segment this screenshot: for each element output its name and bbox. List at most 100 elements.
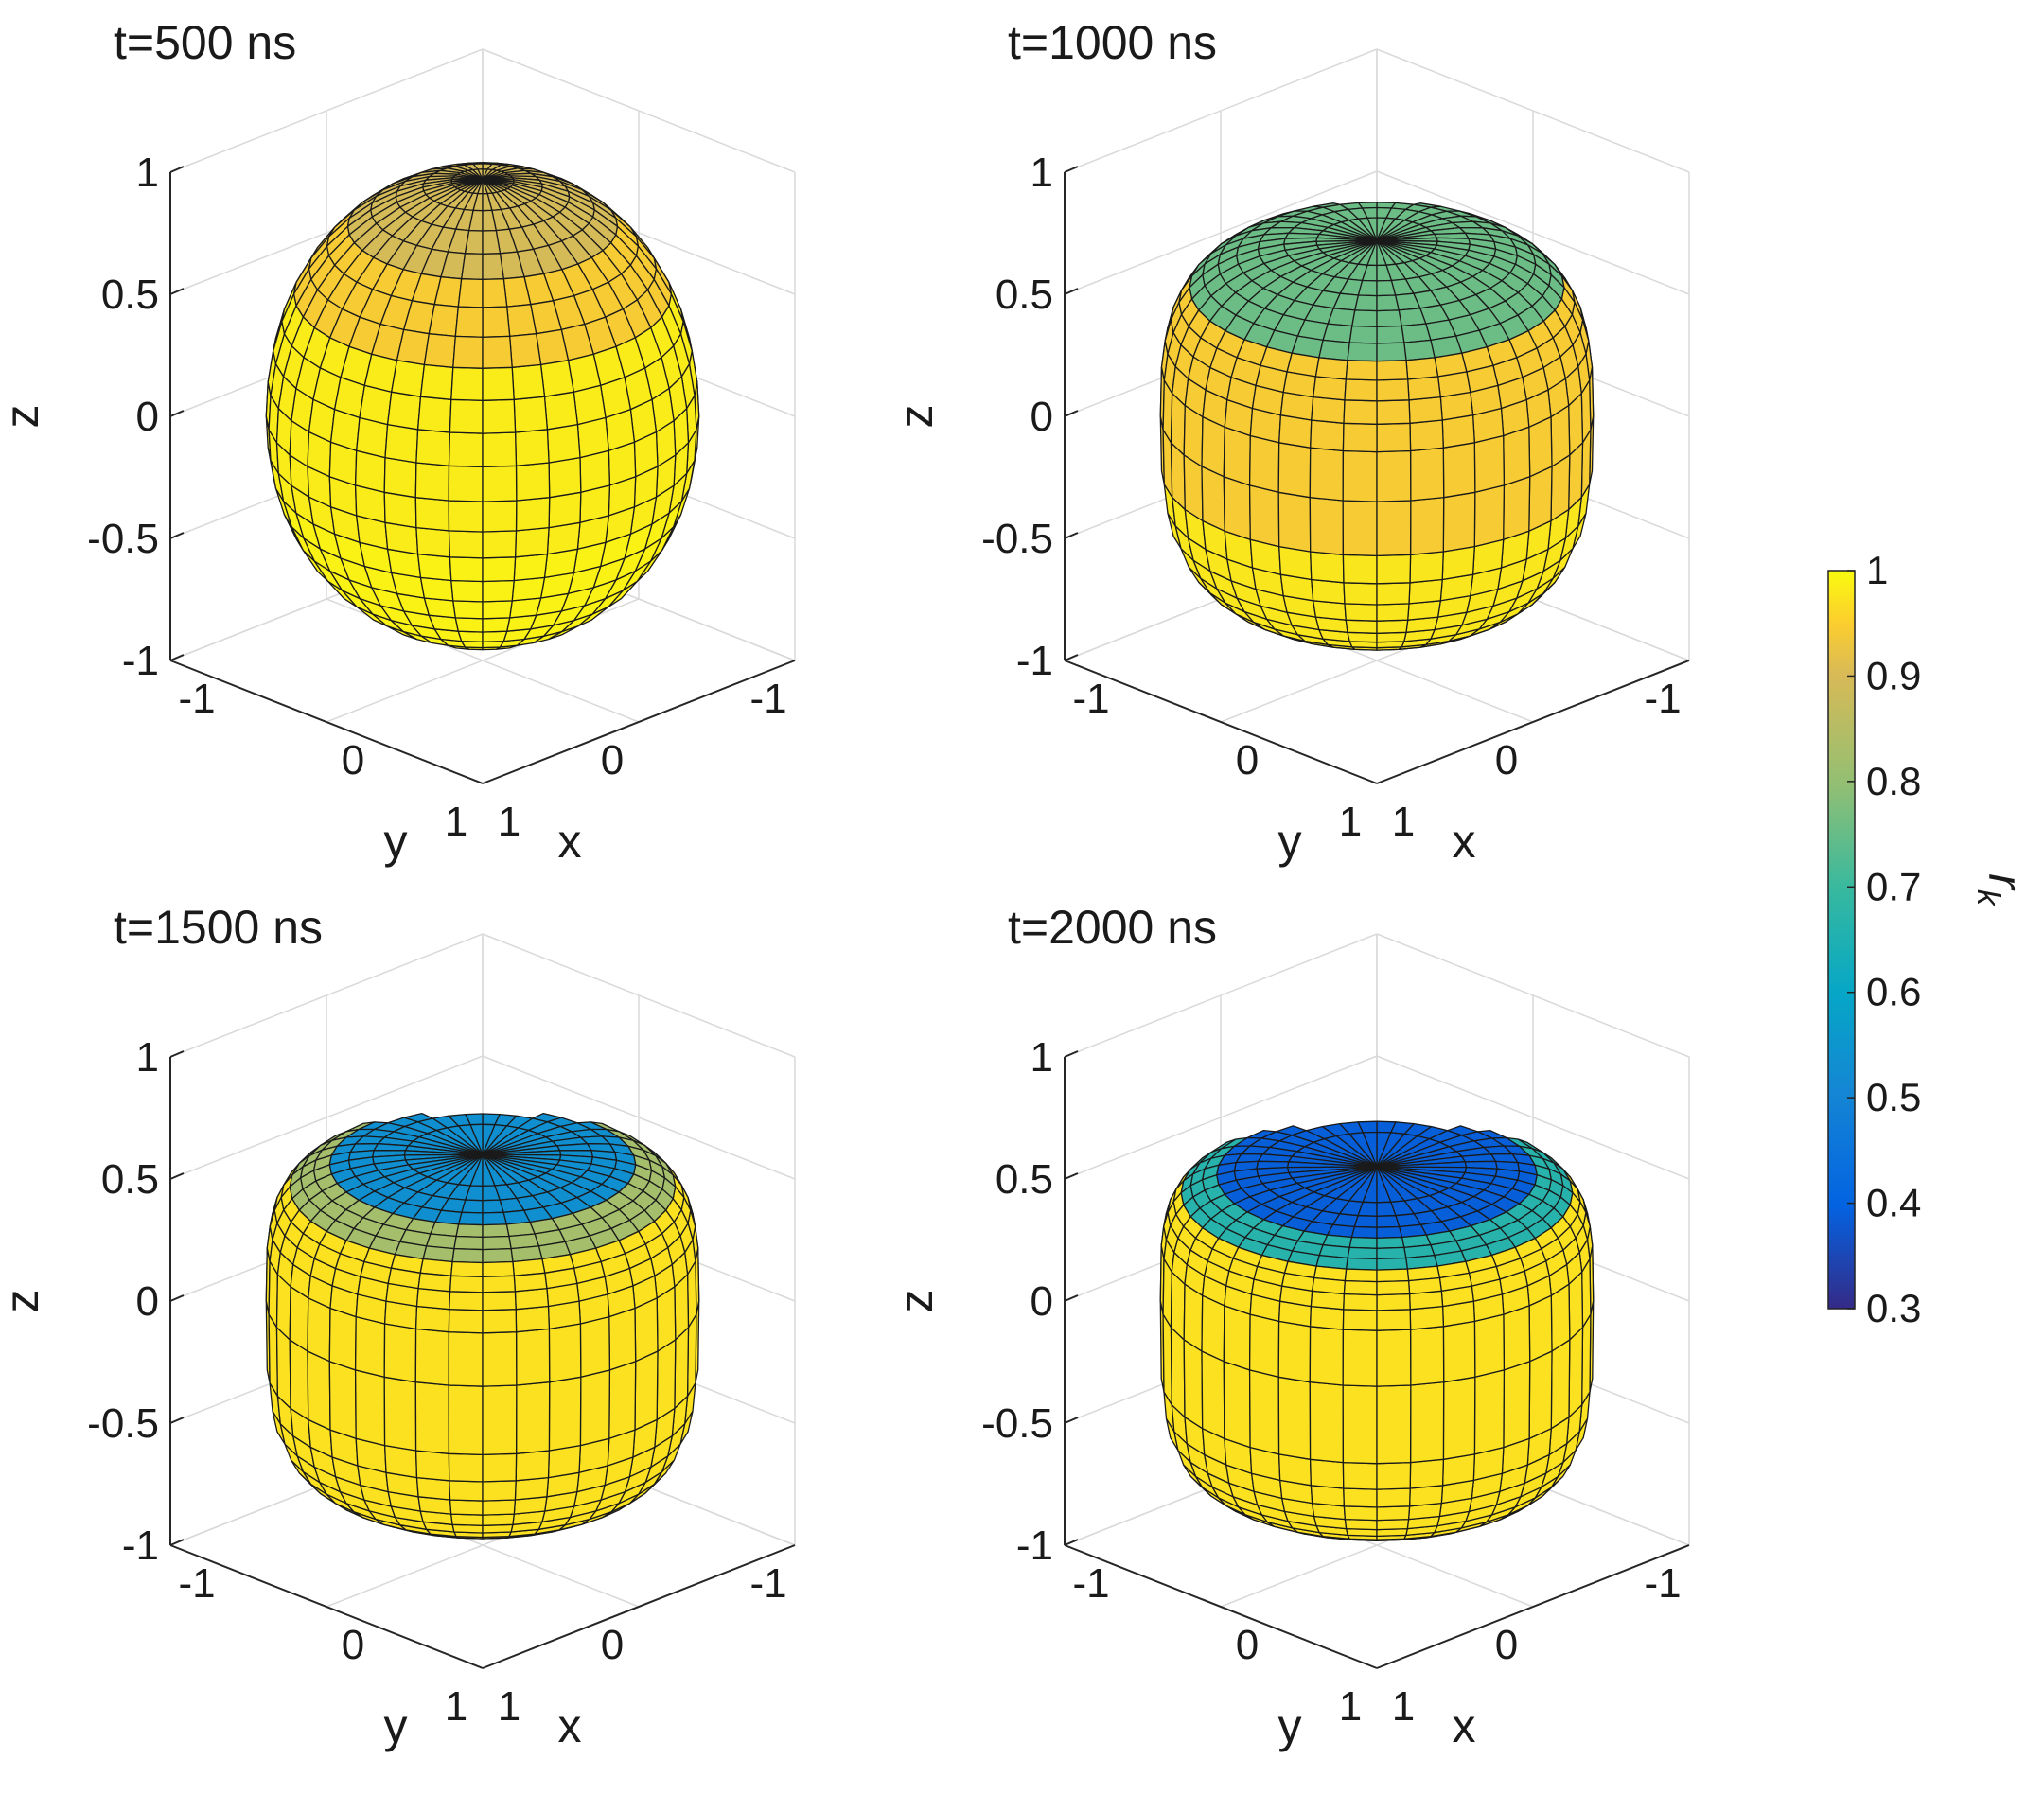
- surface-patch: [1473, 484, 1506, 548]
- surface-patch: [448, 500, 484, 533]
- x-tick-label: 0: [601, 737, 624, 783]
- surface-patch: [450, 366, 484, 401]
- surface-patch: [448, 1331, 484, 1387]
- colorbar-tick-label: 0.9: [1866, 653, 1921, 697]
- surface-patch: [1442, 442, 1476, 499]
- surface-patch: [383, 1323, 417, 1383]
- colorbar-tick-label: 0.4: [1866, 1181, 1921, 1225]
- surface-patch: [1408, 578, 1443, 605]
- surface-patch: [1503, 426, 1531, 486]
- surface-patch: [450, 579, 484, 603]
- x-axis-label: x: [558, 815, 582, 868]
- z-tick-label: 0.5: [996, 272, 1053, 318]
- surface-patch: [1201, 1350, 1225, 1440]
- surface-patch: [1248, 1313, 1280, 1378]
- tick-labels: 10.50-0.5-1-101-101 xyz: [890, 1034, 1682, 1752]
- surface-patch: [307, 1350, 331, 1431]
- z-tick-label: -1: [1016, 638, 1053, 684]
- surface-patch: [461, 253, 484, 281]
- surface-patch: [1278, 491, 1312, 553]
- surface-patch: [482, 398, 517, 434]
- surface-patch: [1310, 551, 1345, 584]
- surface-patch: [1376, 1246, 1407, 1260]
- surface-patch: [1278, 442, 1312, 499]
- surface-patch: [449, 398, 484, 434]
- surface-patch: [384, 423, 419, 464]
- z-tick-label: -1: [122, 638, 159, 684]
- surface-patch: [1353, 1215, 1378, 1228]
- surface-patch: [1528, 1294, 1553, 1363]
- surface-patch: [449, 1291, 484, 1311]
- surface-patch: [511, 576, 546, 602]
- surface-patch: [1442, 491, 1476, 553]
- surface-patch: [1376, 1384, 1412, 1465]
- surface-patch: [328, 1307, 357, 1371]
- surface-patch: [482, 1235, 512, 1251]
- surface-patch: [450, 1260, 484, 1278]
- surface-patch: [415, 526, 451, 558]
- surface-patch: [1376, 1487, 1411, 1508]
- surface-patch: [419, 576, 454, 602]
- y-tick-label: -1: [1072, 1560, 1109, 1607]
- y-tick-label: 1: [498, 799, 520, 845]
- surface-patch: [1409, 1305, 1445, 1330]
- surface-patch: [1376, 582, 1411, 606]
- surface-patch: [275, 1327, 291, 1410]
- z-tick-label: 0: [1031, 394, 1053, 440]
- surface-patch: [1345, 360, 1378, 381]
- surface-patch: [449, 1480, 484, 1502]
- surface-patch: [289, 1339, 309, 1421]
- surface-patch: [1503, 1305, 1531, 1371]
- surface-patch: [1376, 500, 1412, 557]
- surface-patch: [1376, 554, 1412, 585]
- y-tick-label: -1: [178, 676, 215, 722]
- surface-patch: [458, 1211, 484, 1226]
- colorbar-tick-label: 1: [1866, 548, 1888, 592]
- surface-patch: [1345, 619, 1378, 634]
- surface-patch: [386, 391, 422, 431]
- surface-patch: [1376, 279, 1397, 297]
- surface-patch: [1568, 1327, 1584, 1418]
- surface-patch: [457, 278, 484, 308]
- surface-patch: [1409, 447, 1445, 502]
- surface-patch: [482, 500, 518, 533]
- colorbar-gradient: [1827, 570, 1856, 1310]
- colorbar-tick-label: 0.7: [1866, 864, 1921, 908]
- colorbar-tick-label: 0.8: [1866, 759, 1921, 803]
- y-axis-label: y: [1278, 1699, 1302, 1752]
- surface-patch: [383, 491, 417, 529]
- surface-patch: [482, 617, 511, 633]
- surface-patch: [482, 1275, 517, 1293]
- y-tick-label: 0: [342, 737, 364, 783]
- surface-patch: [1201, 1294, 1225, 1363]
- surface-patch: [1376, 1518, 1410, 1531]
- surface-patch: [414, 462, 450, 502]
- surface-patch: [608, 1361, 637, 1439]
- surface-patch: [546, 423, 581, 464]
- tick-labels: 10.50-0.5-1-101-101 xyz: [0, 1034, 787, 1752]
- surface-patch: [1409, 419, 1444, 452]
- surface-patch: [1248, 1369, 1280, 1455]
- surface-patch: [452, 600, 484, 620]
- surface-patch: [482, 1384, 518, 1456]
- surface-patch: [482, 1309, 518, 1334]
- surface-patch: [1223, 1361, 1251, 1449]
- surface-patch: [414, 1305, 450, 1333]
- surface-patch: [1309, 447, 1345, 502]
- surface-patch: [1342, 554, 1378, 585]
- surface-patch: [482, 306, 511, 338]
- surface-patch: [515, 1450, 551, 1482]
- x-tick-label: 0: [1495, 1622, 1518, 1668]
- surface-patch: [1311, 396, 1346, 424]
- surface-patch: [514, 1476, 550, 1501]
- surface-patch: [1503, 1361, 1531, 1449]
- surface-patch: [482, 335, 513, 369]
- surface-patch: [515, 1305, 551, 1333]
- tick-labels: 10.50-0.5-1-101-101 xyz: [890, 150, 1682, 868]
- surface-patch: [1407, 376, 1441, 401]
- surface-patch: [414, 1381, 450, 1454]
